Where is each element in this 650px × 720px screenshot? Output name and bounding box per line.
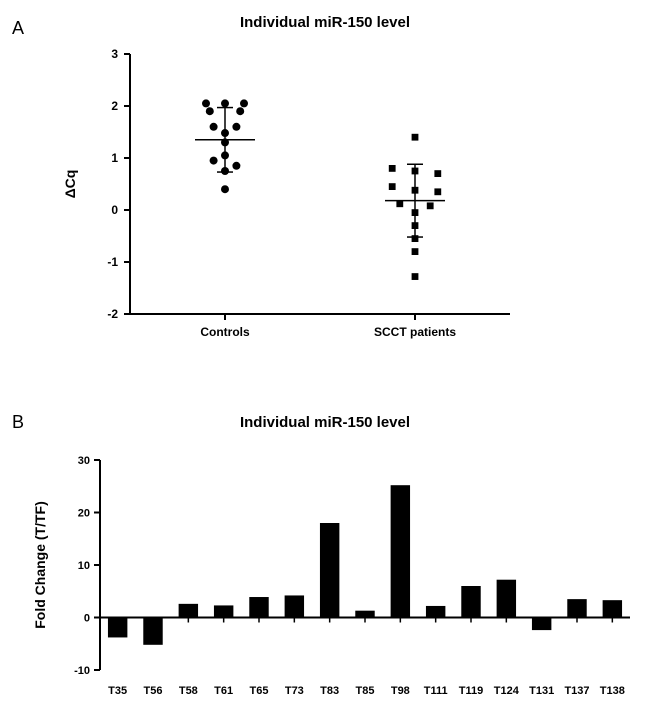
panel-b: B Individual miR-150 level -100102030Fol… xyxy=(0,400,650,718)
svg-text:20: 20 xyxy=(78,508,90,520)
svg-text:T137: T137 xyxy=(564,685,589,697)
svg-text:T83: T83 xyxy=(320,685,339,697)
svg-text:Controls: Controls xyxy=(200,325,250,339)
svg-text:0: 0 xyxy=(84,613,90,625)
svg-text:T111: T111 xyxy=(424,685,448,697)
svg-text:T65: T65 xyxy=(250,685,269,697)
svg-text:T56: T56 xyxy=(144,685,163,697)
svg-text:T73: T73 xyxy=(285,685,304,697)
panel-a-svg: -2 -1 0 1 2 3 Controls SCCT patients ΔCq xyxy=(0,24,650,364)
svg-text:T98: T98 xyxy=(391,685,410,697)
svg-text:SCCT patients: SCCT patients xyxy=(374,325,456,339)
svg-text:T61: T61 xyxy=(214,685,233,697)
figure-root: A Individual miR-150 level -2-10123Contr… xyxy=(0,0,650,718)
svg-text:1: 1 xyxy=(111,151,118,165)
svg-text:ΔCq: ΔCq xyxy=(62,170,78,199)
svg-text:Fold Change (T/TF): Fold Change (T/TF) xyxy=(32,501,48,629)
svg-text:T138: T138 xyxy=(600,685,625,697)
svg-text:2: 2 xyxy=(111,99,118,113)
panel-b-title: Individual miR-150 level xyxy=(0,414,650,431)
svg-text:T35: T35 xyxy=(108,685,127,697)
svg-text:T85: T85 xyxy=(356,685,375,697)
svg-text:T124: T124 xyxy=(494,685,520,697)
svg-text:T131: T131 xyxy=(529,685,554,697)
svg-text:30: 30 xyxy=(78,455,90,467)
svg-text:-10: -10 xyxy=(74,665,90,677)
svg-text:10: 10 xyxy=(78,560,90,572)
svg-text:T58: T58 xyxy=(179,685,198,697)
svg-text:3: 3 xyxy=(111,47,118,61)
svg-text:T119: T119 xyxy=(459,685,483,697)
svg-text:-2: -2 xyxy=(107,307,118,321)
svg-text:-1: -1 xyxy=(107,255,118,269)
panel-b-svg: -10 0 10 20 30 Fold Change (T/TF) T35 T56 T58 T61… xyxy=(0,430,650,720)
svg-text:0: 0 xyxy=(111,203,118,217)
panel-a: A Individual miR-150 level -2-10123Contr… xyxy=(0,0,650,360)
